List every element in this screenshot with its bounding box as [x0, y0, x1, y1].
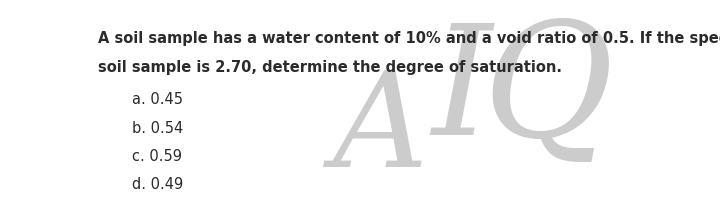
- Text: A: A: [333, 66, 428, 195]
- Text: a. 0.45: a. 0.45: [132, 92, 183, 107]
- Text: I: I: [431, 18, 491, 167]
- Text: Q: Q: [482, 15, 613, 169]
- Text: soil sample is 2.70, determine the degree of saturation.: soil sample is 2.70, determine the degre…: [99, 60, 562, 75]
- Text: b. 0.54: b. 0.54: [132, 121, 183, 136]
- Text: c. 0.59: c. 0.59: [132, 149, 182, 164]
- Text: A soil sample has a water content of 10% and a void ratio of 0.5. If the specifi: A soil sample has a water content of 10%…: [99, 31, 720, 46]
- Text: d. 0.49: d. 0.49: [132, 177, 183, 192]
